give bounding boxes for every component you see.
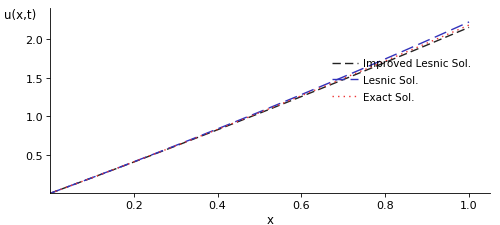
Exact Sol. [296, 96, 302, 98]
Improved Lesnic Sol. [427, 43, 433, 46]
Lesnic Sol. [400, 51, 406, 53]
X-axis label: x: x [266, 213, 274, 225]
Exact Sol. [48, 192, 54, 194]
Legend: Improved Lesnic Sol., Lesnic Sol., Exact Sol.: Improved Lesnic Sol., Lesnic Sol., Exact… [328, 55, 476, 106]
Exact Sol. [400, 53, 406, 55]
Y-axis label: u(x,t): u(x,t) [4, 9, 36, 22]
Improved Lesnic Sol. [400, 54, 406, 57]
Lesnic Sol. [427, 39, 433, 42]
Lesnic Sol. [48, 192, 54, 194]
Exact Sol. [295, 96, 301, 99]
Lesnic Sol. [295, 95, 301, 98]
Improved Lesnic Sol. [48, 192, 54, 194]
Line: Exact Sol.: Exact Sol. [50, 26, 469, 194]
Exact Sol. [427, 41, 433, 44]
Line: Improved Lesnic Sol.: Improved Lesnic Sol. [50, 28, 469, 194]
Exact Sol. [466, 25, 472, 27]
Lesnic Sol. [47, 192, 53, 195]
Lesnic Sol. [304, 92, 310, 94]
Improved Lesnic Sol. [47, 192, 53, 195]
Lesnic Sol. [466, 21, 472, 24]
Improved Lesnic Sol. [296, 97, 302, 99]
Improved Lesnic Sol. [466, 27, 472, 29]
Lesnic Sol. [296, 95, 302, 97]
Exact Sol. [304, 93, 310, 96]
Improved Lesnic Sol. [304, 94, 310, 97]
Exact Sol. [47, 192, 53, 195]
Line: Lesnic Sol.: Lesnic Sol. [50, 23, 469, 194]
Improved Lesnic Sol. [295, 97, 301, 100]
